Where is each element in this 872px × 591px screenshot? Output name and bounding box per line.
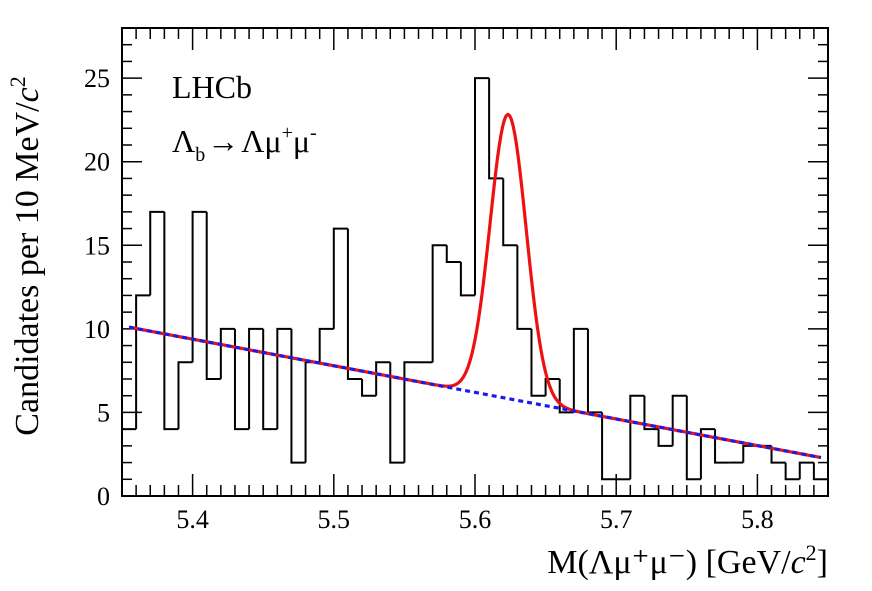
histogram-bin bbox=[657, 429, 673, 447]
histogram-bin bbox=[304, 361, 320, 463]
histogram-bin bbox=[601, 412, 617, 481]
decay-parent-subscript: b bbox=[195, 144, 205, 166]
histogram-bin bbox=[770, 445, 786, 464]
histogram-bin bbox=[459, 262, 475, 297]
histogram-bin bbox=[219, 327, 235, 379]
y-axis-title-exp: 2 bbox=[5, 76, 30, 87]
histogram-bin bbox=[431, 244, 447, 363]
histogram-bin bbox=[474, 77, 490, 296]
x-tick-label: 5.6 bbox=[459, 505, 492, 534]
y-axis-title-c: c bbox=[9, 87, 46, 102]
decay-arrow: → bbox=[207, 123, 239, 159]
histogram-bin bbox=[685, 395, 701, 481]
histogram-bin bbox=[798, 461, 814, 480]
decay-lambda-mu: Λμ bbox=[241, 123, 281, 159]
decay-mu2: μ bbox=[293, 123, 310, 159]
background-fit-line bbox=[128, 325, 822, 460]
histogram-bin bbox=[233, 328, 250, 431]
histogram-bin bbox=[530, 328, 546, 397]
x-axis-title-exp: 2 bbox=[806, 540, 817, 565]
histogram-bin bbox=[629, 394, 645, 480]
histogram-bin bbox=[318, 327, 334, 363]
histogram-bin bbox=[516, 245, 532, 330]
x-axis-title: M(Λμ⁺μ⁻) [GeV/c2] bbox=[547, 540, 828, 581]
histogram-bin bbox=[544, 378, 560, 396]
histogram-bin bbox=[332, 227, 348, 329]
histogram-bin bbox=[290, 328, 306, 464]
x-axis-title-c: c bbox=[791, 544, 806, 581]
histogram-bin bbox=[671, 394, 687, 446]
histogram-bin bbox=[558, 379, 574, 414]
histogram-bin bbox=[742, 444, 758, 463]
histogram-bin bbox=[135, 294, 151, 430]
x-tick-label: 5.7 bbox=[600, 505, 633, 534]
y-tick-label: 5 bbox=[97, 398, 110, 427]
histogram-bin bbox=[248, 327, 264, 430]
histogram bbox=[122, 77, 828, 481]
decay-mu-minus-superscript: - bbox=[310, 122, 317, 144]
histogram-bin bbox=[403, 361, 419, 463]
y-tick-label: 20 bbox=[84, 148, 110, 177]
histogram-bin bbox=[262, 328, 278, 431]
fit-curves bbox=[128, 112, 822, 460]
histogram-bin bbox=[699, 428, 716, 480]
decay-label: Λb→Λμ+μ- bbox=[172, 122, 317, 166]
histogram-bin bbox=[276, 327, 292, 430]
decay-mu-plus-superscript: + bbox=[282, 122, 293, 144]
histogram-bin bbox=[714, 429, 730, 464]
histogram-bin bbox=[361, 379, 377, 397]
histogram-bin bbox=[784, 462, 800, 481]
histogram-bin bbox=[389, 362, 405, 464]
y-axis-title-text: Candidates per 10 MeV/ bbox=[9, 102, 46, 436]
histogram-bin bbox=[177, 361, 193, 430]
histogram-bin bbox=[163, 211, 179, 431]
decay-parent: Λ bbox=[172, 123, 195, 159]
y-tick-label: 10 bbox=[84, 315, 110, 344]
x-tick-label: 5.5 bbox=[318, 505, 351, 534]
histogram-bin bbox=[346, 228, 363, 380]
histogram-bin bbox=[643, 395, 659, 431]
histogram-bin bbox=[488, 78, 504, 180]
x-axis-ticks: 5.4 5.5 5.6 5.7 5.8 bbox=[121, 28, 829, 534]
histogram-bin bbox=[445, 245, 461, 263]
y-axis-title: Candidates per 10 MeV/c2 bbox=[5, 76, 46, 435]
histogram-bin bbox=[812, 462, 828, 481]
histogram-bin bbox=[572, 327, 588, 413]
x-tick-label: 5.8 bbox=[741, 505, 774, 534]
y-tick-label: 25 bbox=[84, 64, 110, 93]
histogram-bin bbox=[191, 210, 207, 363]
y-tick-label: 15 bbox=[84, 231, 110, 260]
lhcb-label: LHCb bbox=[172, 69, 252, 105]
histogram-bin bbox=[375, 361, 391, 396]
y-tick-label: 0 bbox=[97, 482, 110, 511]
x-axis-title-close: ] bbox=[817, 544, 828, 581]
x-tick-label: 5.4 bbox=[176, 505, 209, 534]
histogram-bin bbox=[205, 211, 221, 380]
x-axis-title-text: M(Λμ⁺μ⁻) [GeV/ bbox=[547, 544, 791, 581]
histogram-bin bbox=[502, 178, 518, 247]
histogram-bin bbox=[149, 210, 165, 296]
y-axis-ticks: 0 5 10 15 20 25 bbox=[84, 27, 828, 511]
plot-frame bbox=[121, 27, 829, 497]
histogram-bin bbox=[586, 328, 603, 414]
